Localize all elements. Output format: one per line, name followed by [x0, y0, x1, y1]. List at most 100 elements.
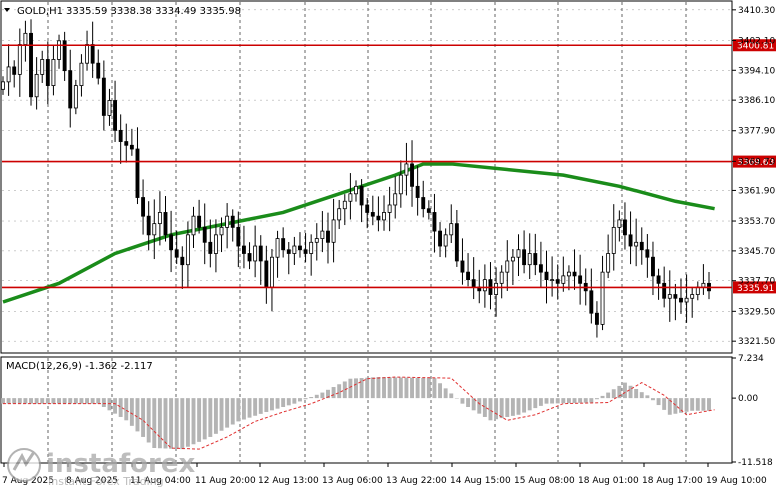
candle-body	[382, 212, 386, 221]
x-tick-label: 12 Aug 13:00	[258, 476, 319, 486]
candle-body	[157, 212, 162, 225]
candle-body	[314, 238, 319, 243]
candle-body	[23, 32, 28, 45]
watermark-tagline: Instant Forex Trading	[48, 475, 164, 488]
candle-body	[303, 249, 308, 254]
candle-body	[40, 59, 45, 75]
candle-body	[342, 200, 347, 210]
candle-body	[679, 297, 683, 303]
candle-body	[197, 215, 202, 228]
candle-body	[628, 234, 633, 247]
candle-body	[309, 241, 314, 254]
y-tick-label: 3337.70	[738, 277, 775, 287]
candle-body	[443, 234, 448, 247]
candle-body	[96, 62, 101, 79]
y-tick-label: 3369.70	[738, 157, 775, 167]
candle-body	[404, 163, 409, 176]
macd-y-tick-label: 0.00	[738, 394, 758, 404]
candle-body	[213, 234, 218, 254]
candle-body	[236, 226, 241, 247]
candle-body	[432, 212, 437, 232]
candle-body	[247, 253, 252, 262]
candle-body	[684, 297, 689, 303]
candle-body	[617, 219, 622, 228]
candle-body	[174, 249, 179, 258]
y-tick-label: 3329.50	[738, 307, 775, 317]
candle-body	[241, 245, 246, 254]
candle-body	[376, 215, 381, 221]
x-tick-label: 18 Aug 01:00	[578, 476, 639, 486]
candle-body	[57, 40, 61, 60]
candle-body	[62, 40, 67, 72]
candle-body	[656, 275, 661, 284]
level-label-box	[733, 39, 776, 52]
x-tick-label: 14 Aug 15:00	[450, 476, 511, 486]
candle-body	[79, 62, 84, 86]
candle-body	[326, 230, 330, 243]
candle-body	[258, 245, 263, 262]
x-tick-label: 13 Aug 06:00	[322, 476, 383, 486]
logo-arrow-icon	[12, 451, 36, 471]
candle-body	[494, 282, 499, 295]
ohlc-readout: 3335.59 3338.38 3334.49 3335.98	[66, 6, 241, 17]
candle-body	[410, 163, 414, 187]
candle-body	[522, 249, 527, 266]
candle-body	[623, 219, 627, 236]
candle-body	[191, 215, 196, 236]
candle-body	[555, 279, 560, 284]
candle-body	[466, 271, 471, 281]
candle-body	[68, 70, 73, 109]
candle-body	[281, 238, 286, 251]
y-tick-label: 3361.90	[738, 186, 775, 196]
candle-body	[1, 81, 5, 90]
candle-body	[169, 234, 174, 251]
candle-body	[387, 204, 392, 213]
candle-body	[634, 241, 639, 247]
instaforex-logo-icon	[7, 448, 41, 482]
y-axis-labels: 3410.30 3402.10 3394.10 3386.10 3377.90 3369.…	[732, 6, 775, 347]
candle-body	[337, 208, 342, 221]
candle-body	[225, 215, 230, 228]
level-label-box	[733, 281, 776, 294]
candle-body	[690, 294, 695, 299]
level-label-text: 3335.91	[737, 284, 774, 294]
level-label-text: 3400.81	[737, 42, 774, 52]
macd-y-tick-label: -11.518	[738, 458, 773, 468]
candle-body	[29, 32, 33, 98]
candle-body	[12, 66, 17, 75]
candle-body	[438, 230, 442, 247]
chart-header: GOLD,H1 3335.59 3338.38 3334.49 3335.98	[4, 6, 241, 17]
macd-layer: 7.234 0.00 -11.518	[1, 354, 773, 468]
candle-body	[572, 271, 577, 277]
candle-body	[253, 245, 258, 262]
candle-body	[460, 260, 465, 273]
y-tick-label: 3345.70	[738, 247, 775, 257]
x-tick-label: 18 Aug 17:00	[642, 476, 703, 486]
candle-body	[651, 256, 655, 277]
candle-body	[107, 100, 112, 116]
candle-body	[550, 279, 555, 282]
candle-body	[398, 174, 403, 195]
y-tick-label: 3410.30	[738, 6, 775, 16]
candle-body	[264, 260, 269, 288]
candle-body	[662, 282, 667, 299]
candle-body	[230, 215, 235, 228]
candle-body	[45, 59, 50, 86]
candle-body	[421, 197, 426, 210]
candle-body	[152, 223, 157, 236]
symbol-label: GOLD,H1	[17, 6, 63, 17]
candle-body	[449, 223, 454, 236]
candle-body	[505, 260, 510, 273]
instaforex-watermark: instaforex Instant Forex Trading	[7, 448, 196, 488]
candle-body	[611, 226, 616, 254]
candle-body	[544, 271, 549, 281]
candle-body	[275, 238, 280, 258]
y-tick-label: 3353.70	[738, 217, 775, 227]
level-label-box	[733, 155, 776, 168]
candle-body	[533, 253, 538, 266]
candle-body	[180, 256, 185, 266]
x-tick-label: 11 Aug 04:00	[130, 476, 191, 486]
candle-body	[202, 226, 207, 243]
level-lines-layer: 3400.81 3369.63 3335.91	[2, 39, 776, 294]
